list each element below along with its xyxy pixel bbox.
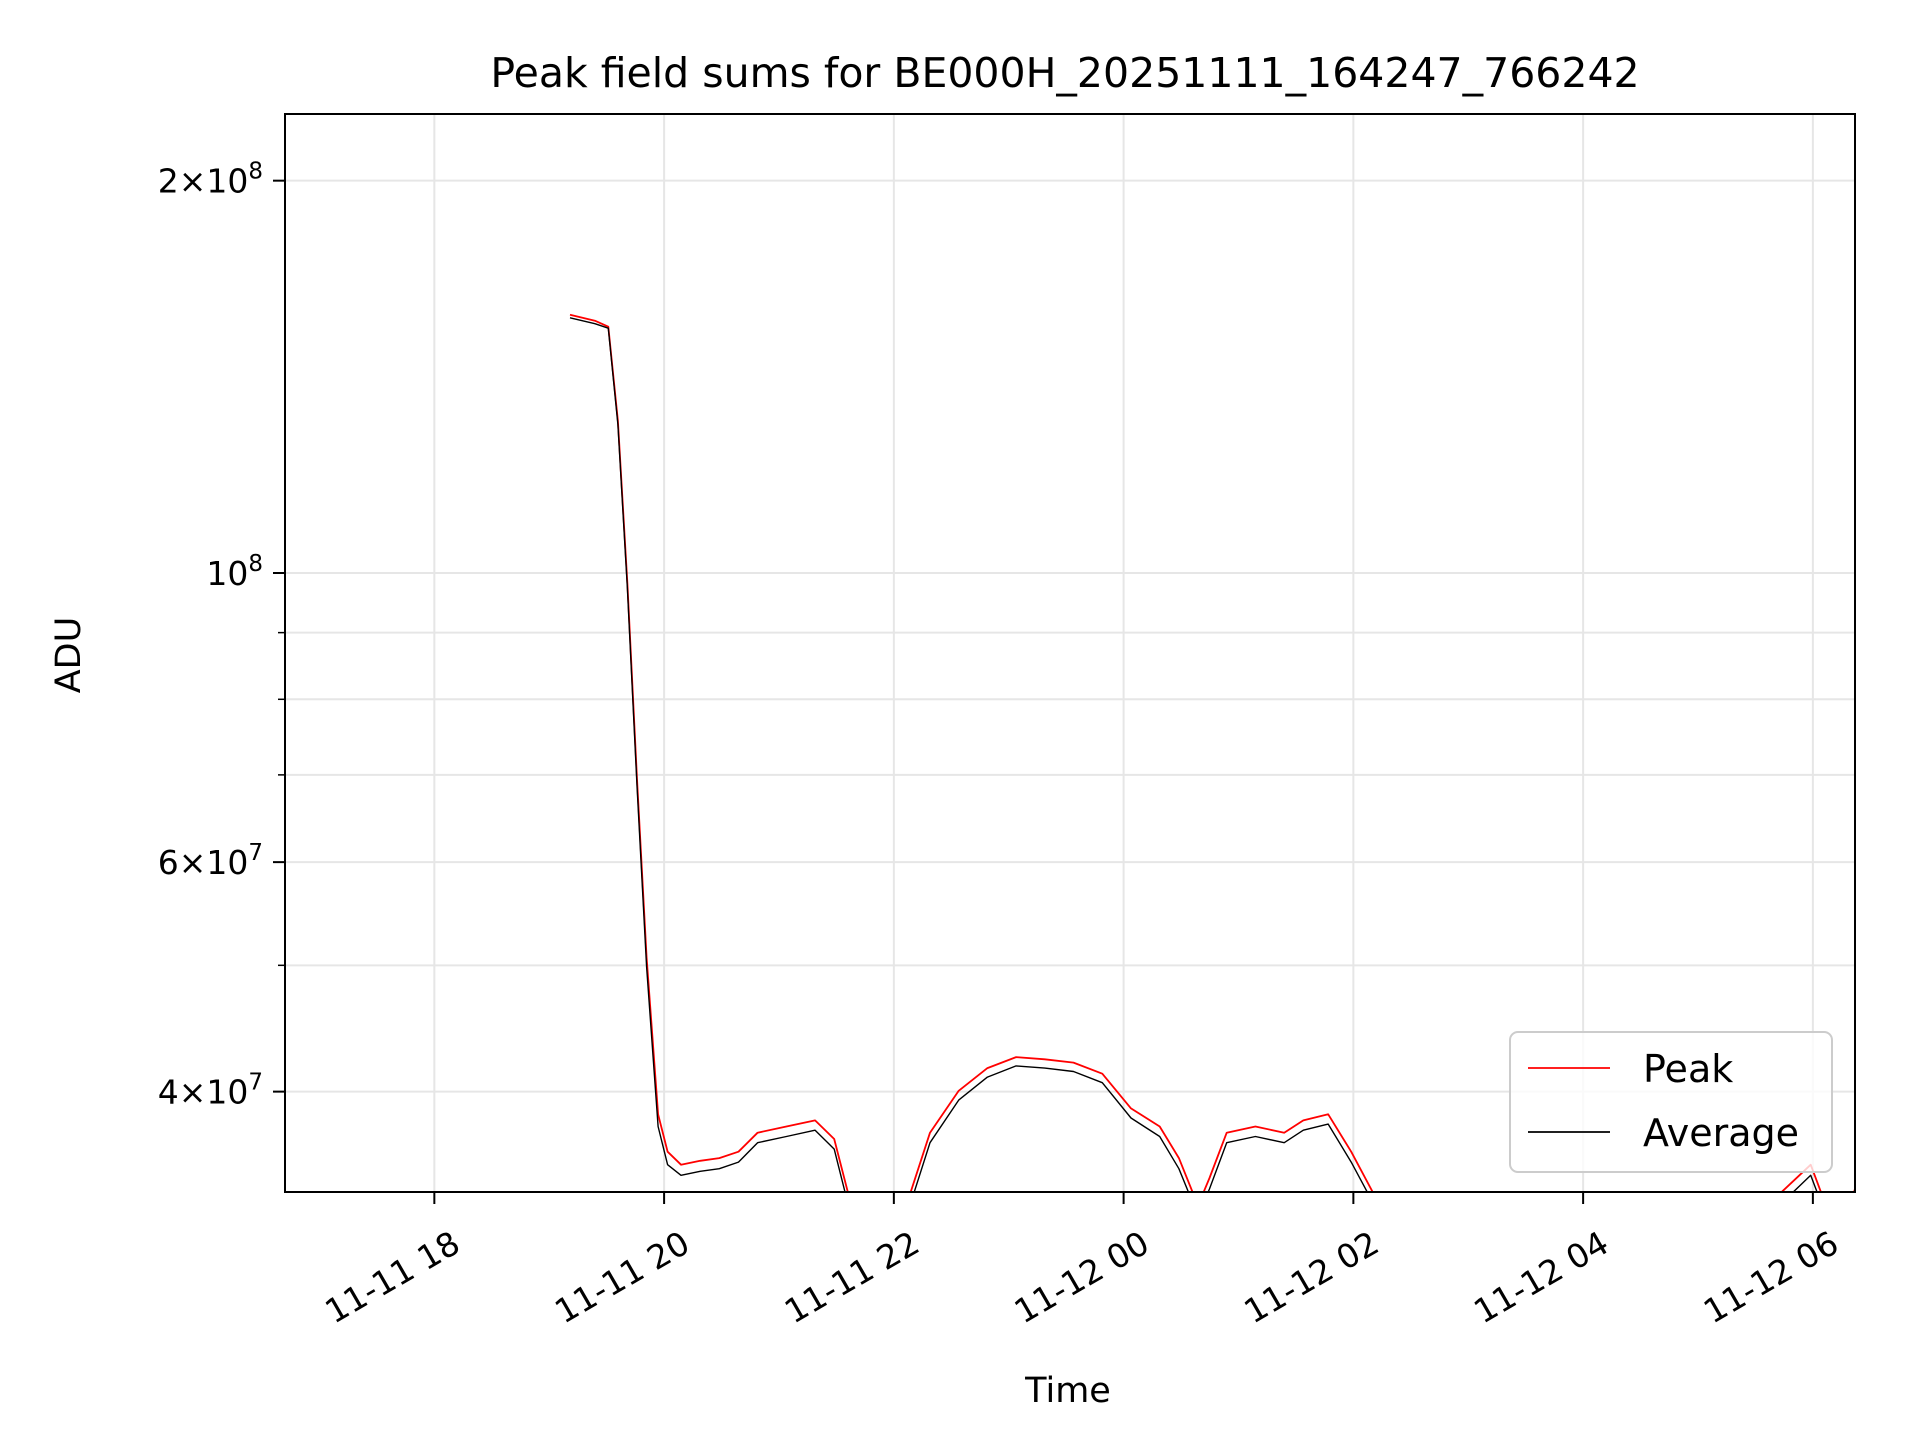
y-tick-label: 108 — [206, 551, 263, 593]
grid — [285, 114, 1855, 1192]
legend-label-peak: Peak — [1643, 1047, 1733, 1091]
y-axis-label: ADU — [49, 617, 89, 694]
series-line-average — [569, 317, 1818, 1192]
series-line-peak — [569, 313, 1855, 1192]
x-axis-label: Time — [1024, 1371, 1111, 1411]
legend-label-average: Average — [1643, 1111, 1799, 1155]
series-lines — [569, 313, 1855, 1192]
legend-box — [1509, 1031, 1833, 1173]
y-axis: 4×107 6×107 108 2×108 — [158, 159, 285, 1112]
plot-frame — [284, 113, 1856, 1193]
y-tick-label: 4×107 — [158, 1070, 263, 1112]
y-tick-label: 2×108 — [158, 159, 263, 201]
plot-area — [569, 313, 1855, 1192]
chart-title: Peak field sums for BE000H_20251111_1642… — [490, 49, 1639, 97]
y-tick-label: 6×107 — [158, 840, 263, 882]
legend[interactable]: Peak Average — [1509, 1031, 1833, 1173]
